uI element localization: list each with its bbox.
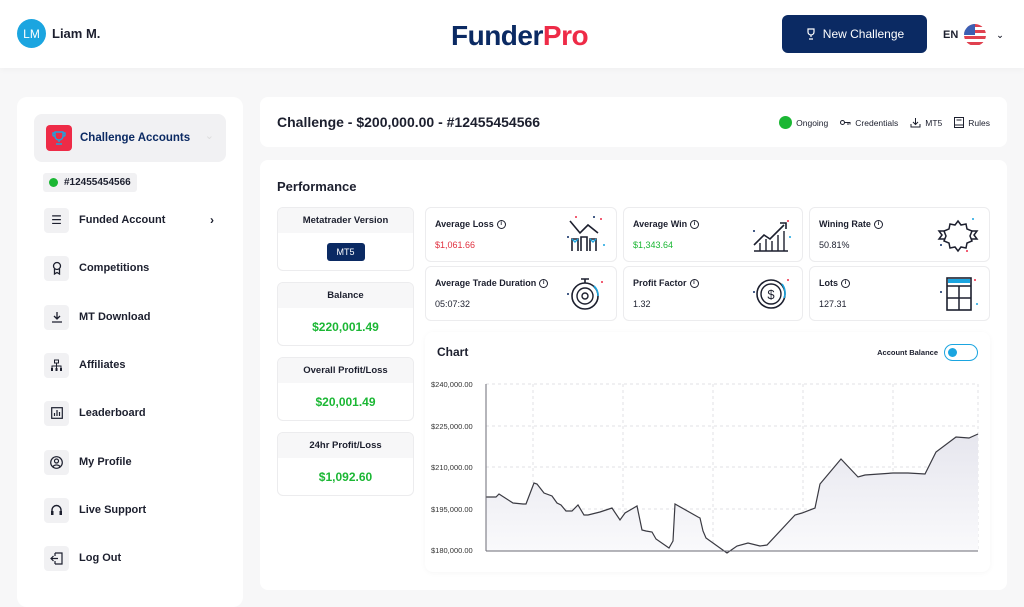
metric-average-trade-duration: Average Trade Duration i 05:07:32	[425, 266, 617, 321]
credentials-button[interactable]: Credentials	[840, 118, 898, 128]
sidebar-item-my-profile[interactable]: My Profile	[44, 449, 214, 475]
download-icon	[44, 304, 69, 330]
chart-title: Chart	[437, 345, 469, 359]
logout-icon	[44, 545, 69, 571]
status-dot	[779, 116, 793, 129]
mt5-download-button[interactable]: MT5	[910, 117, 942, 128]
balance-card: Balance $220,001.49	[277, 282, 414, 346]
headset-icon	[44, 497, 69, 523]
status-badge: Ongoing	[779, 116, 828, 129]
user-name: Liam M.	[52, 26, 101, 41]
new-challenge-button[interactable]: New Challenge	[782, 15, 927, 53]
metric-average-loss: Average Loss i $1,061.66	[425, 207, 617, 262]
metric-wining-rate: Wining Rate i 50.81%	[809, 207, 990, 262]
chevron-down-icon: ⌄	[996, 29, 1004, 40]
account-balance-toggle[interactable]	[944, 344, 978, 361]
award-icon	[44, 255, 69, 281]
book-icon	[954, 117, 965, 128]
us-flag-icon	[964, 24, 987, 46]
table-icon	[940, 277, 978, 311]
balance-line	[486, 433, 979, 554]
sidebar-item-challenge-accounts[interactable]: Challenge Accounts ⌄	[34, 114, 226, 162]
key-icon	[840, 120, 851, 125]
sidebar-item-affiliates[interactable]: Affiliates	[44, 352, 214, 378]
info-icon[interactable]: i	[496, 219, 506, 229]
overall-profit-loss-card: Overall Profit/Loss $20,001.49	[277, 357, 414, 421]
metatrader-version-card: Metatrader Version MT5	[277, 207, 414, 271]
user-menu[interactable]: LM Liam M.	[17, 19, 100, 48]
chevron-right-icon: ›	[210, 213, 214, 227]
metric-lots: Lots i 127.31	[809, 266, 990, 321]
stopwatch-icon	[567, 278, 603, 310]
sidebar-item-leaderboard[interactable]: Leaderboard	[44, 400, 214, 426]
download-icon	[910, 118, 921, 128]
balance-chart: Chart Account Balance $240,000.00 $225,0…	[425, 332, 990, 572]
24hr-profit-loss-card: 24hr Profit/Loss $1,092.60	[277, 432, 414, 496]
badge-ribbon-icon	[937, 218, 979, 253]
sidebar: Challenge Accounts ⌄ #12455454566 ☰ Fund…	[17, 97, 243, 607]
avatar: LM	[17, 19, 46, 48]
sidebar-item-funded-account[interactable]: ☰ Funded Account ›	[44, 207, 214, 233]
challenge-header: Challenge - $200,000.00 - #12455454566 O…	[260, 97, 1007, 147]
rules-button[interactable]: Rules	[954, 117, 990, 128]
metric-average-win: Average Win i $1,343.64	[623, 207, 803, 262]
trophy-icon	[46, 125, 72, 151]
chart-up-icon	[753, 220, 791, 252]
sidebar-item-live-support[interactable]: Live Support	[44, 497, 214, 523]
sidebar-item-mt-download[interactable]: MT Download	[44, 304, 214, 330]
chart-plot-area	[485, 383, 979, 554]
sidebar-item-log-out[interactable]: Log Out	[44, 545, 214, 571]
chevron-down-icon: ⌄	[204, 130, 214, 142]
user-circle-icon	[44, 449, 69, 475]
page-title: Challenge - $200,000.00 - #12455454566	[277, 114, 541, 130]
logo[interactable]: FunderPro	[451, 20, 589, 51]
info-icon[interactable]: i	[873, 219, 883, 229]
dollar-coin-icon: $	[753, 279, 789, 309]
section-title: Performance	[277, 179, 357, 194]
status-dot	[49, 178, 58, 187]
sidebar-item-competitions[interactable]: Competitions	[44, 255, 214, 281]
chart-down-icon	[567, 216, 605, 251]
list-icon: ☰	[44, 207, 69, 233]
svg-text:$: $	[767, 287, 775, 302]
info-icon[interactable]: i	[689, 278, 699, 288]
active-account-item[interactable]: #12455454566	[43, 173, 137, 192]
info-icon[interactable]: i	[841, 278, 850, 288]
mt5-badge[interactable]: MT5	[326, 243, 365, 261]
info-icon[interactable]: i	[690, 219, 700, 229]
sitemap-icon	[44, 352, 69, 378]
top-bar: LM Liam M. FunderPro New Challenge EN ⌄	[0, 0, 1024, 68]
trophy-icon	[807, 28, 815, 40]
bar-chart-icon	[44, 400, 69, 426]
language-selector[interactable]: EN ⌄	[943, 24, 1004, 46]
metric-profit-factor: Profit Factor i 1.32 $	[623, 266, 803, 321]
info-icon[interactable]: i	[539, 278, 549, 288]
